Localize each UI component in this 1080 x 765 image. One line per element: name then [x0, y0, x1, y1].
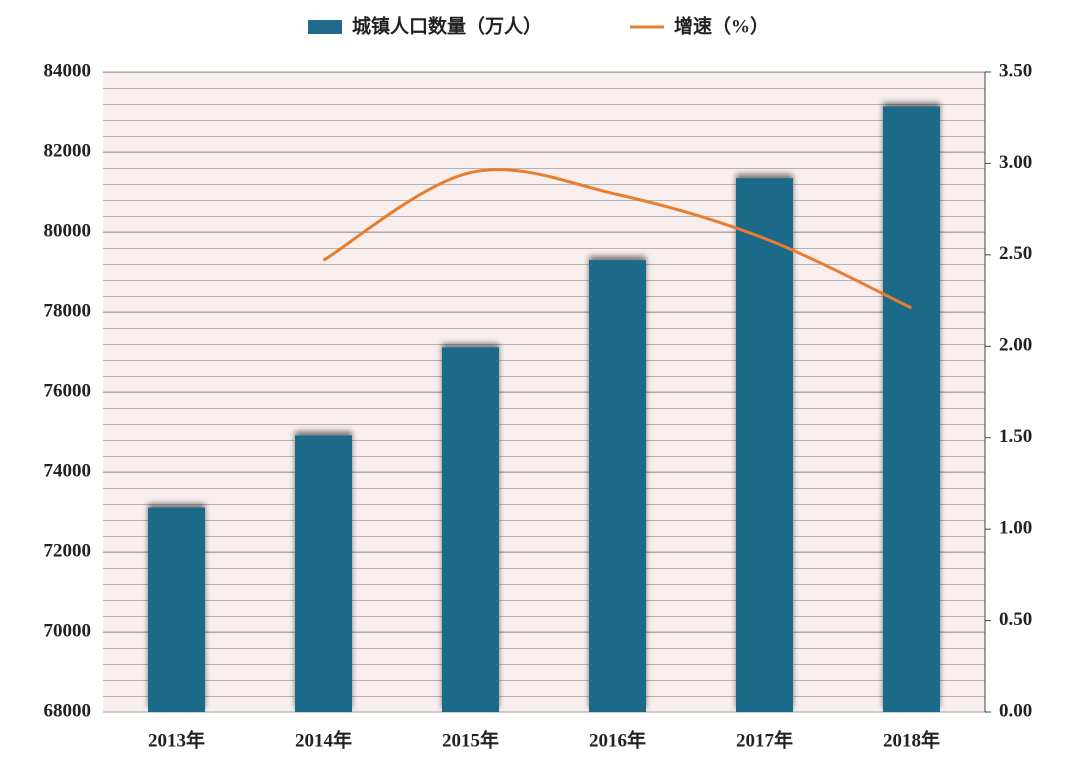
y-tick-label: 76000	[44, 380, 92, 401]
bar	[295, 435, 352, 712]
x-tick-label: 2017年	[736, 728, 793, 751]
bar	[589, 260, 646, 712]
y2-tick-label: 0.00	[999, 700, 1032, 721]
y2-tick-label: 2.00	[999, 335, 1032, 356]
y-tick-label: 74000	[44, 460, 92, 481]
legend-swatch	[308, 20, 342, 34]
legend-label: 增速（%）	[674, 14, 769, 37]
legend-label: 城镇人口数量（万人）	[352, 14, 542, 37]
y-tick-label: 70000	[44, 620, 92, 641]
y-tick-label: 72000	[44, 540, 92, 561]
y-tick-label: 80000	[44, 220, 92, 241]
y-tick-label: 84000	[44, 60, 92, 81]
bar	[442, 347, 499, 712]
x-tick-label: 2016年	[589, 728, 646, 751]
y2-tick-label: 3.00	[999, 152, 1032, 173]
y2-tick-label: 1.00	[999, 518, 1032, 539]
bar	[148, 507, 205, 712]
x-tick-label: 2014年	[295, 728, 352, 751]
y2-tick-label: 1.50	[999, 426, 1032, 447]
y2-tick-label: 0.50	[999, 609, 1032, 630]
y2-tick-label: 2.50	[999, 243, 1032, 264]
x-tick-label: 2013年	[148, 728, 205, 751]
y-tick-label: 82000	[44, 140, 92, 161]
x-tick-label: 2015年	[442, 728, 499, 751]
bar	[736, 178, 793, 712]
y-tick-label: 78000	[44, 300, 92, 321]
x-tick-label: 2018年	[883, 728, 940, 751]
line	[322, 168, 913, 310]
y2-tick-label: 3.50	[999, 60, 1032, 81]
y-tick-label: 68000	[44, 700, 92, 721]
bar	[883, 106, 940, 712]
